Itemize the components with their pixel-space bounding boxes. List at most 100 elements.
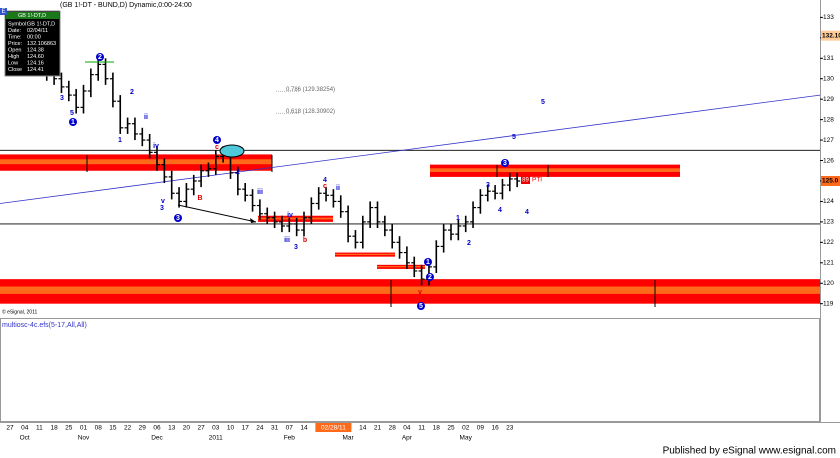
y-tick-label: 133 [823,14,834,21]
data-window-value: 02/04/11 [27,28,48,34]
pti-box [521,176,530,184]
wave-label: 1 [118,137,122,144]
price-marker-label: 125.0 [822,178,839,185]
wave-label: 2 [467,240,471,247]
month-label: 2011 [209,435,223,442]
wave-label: ii [336,185,340,192]
data-window-key: Date: [8,28,22,34]
x-tick-label: 18 [433,425,441,432]
x-tick-label: 14 [300,425,308,432]
x-tick-label: 23 [506,425,514,432]
data-window-value: 124.60 [27,54,44,60]
zone-band [377,266,425,268]
x-tick-label: 06 [153,425,161,432]
wave-circle [426,273,434,281]
y-tick-label: 130 [823,75,834,82]
wave-label: 3 [160,205,164,212]
month-label: Oct [20,435,30,442]
trendline [0,94,821,204]
wave-circle [213,136,221,144]
corner-box [0,8,7,15]
x-tick-label: 15 [109,425,117,432]
data-window-value: 132.106863 [27,41,56,47]
x-tick-label: 24 [256,425,264,432]
x-tick-label: 01 [80,425,88,432]
y-tick-label: 123 [823,219,834,226]
footer: Published by eSignal www.esignal.com [663,446,836,457]
wave-circle [501,159,509,167]
x-tick-label: 13 [168,425,176,432]
data-window-header-box [6,12,59,19]
wave-label: 4 [525,209,529,216]
wave-label: 5 [70,110,74,117]
fib-label: 0.618 (128.30902) [286,109,335,115]
y-tick-label: 119 [823,300,834,307]
chart-title: (GB 1!-DT - BUND,D) Dynamic,0:00-24:00 [60,2,192,9]
cursor-date: 02/28/11 [321,425,346,432]
wave-label: 3 [60,95,64,102]
wave-label: 5 [541,99,545,106]
wave-label: 4 [323,177,327,184]
wave-label: ii [144,114,148,121]
data-window-key: Low [8,60,18,66]
x-tick-label: 25 [65,425,73,432]
data-window-value: 124.16 [27,60,44,66]
x-tick-label: 28 [389,425,397,432]
wave-label: 3 [294,244,298,251]
data-window-value: 124.38 [27,47,44,53]
price-marker [821,175,840,186]
month-label: Dec [151,435,163,442]
data-window-header: GB 1!-DT,D [18,13,46,19]
data-window-box [4,10,61,77]
zone-band [335,253,395,256]
corner-label: E [1,9,5,15]
wave-label: c [323,183,327,190]
x-tick-label: 08 [95,425,103,432]
wave-label: 1 [71,119,75,126]
wave-label: 2 [130,89,134,96]
x-tick-label: 29 [139,425,147,432]
zone-band [0,159,272,165]
wave-label: 2 [236,169,240,176]
x-tick-label: 14 [359,425,367,432]
wave-circle [96,53,104,61]
footer-bar [0,444,840,458]
y-tick-label: 122 [823,239,834,246]
month-label: Nov [78,435,90,442]
x-tick-label: 25 [447,425,455,432]
wave-label: 4 [498,207,502,214]
wave-label: 5 [512,134,516,141]
x-tick-label: 03 [212,425,220,432]
x-tick-label: 17 [242,425,250,432]
data-window-key: High [8,54,19,60]
y-tick-label: 126 [823,157,834,164]
data-window-key: Close [8,67,22,73]
wave-label: v [161,198,165,205]
y-tick-label: 129 [823,96,834,103]
wave-circle [174,214,182,222]
x-tick-label: 04 [403,425,411,432]
x-tick-label: 10 [227,425,235,432]
y-tick-label: 128 [823,116,834,123]
wave-label: 1 [456,215,460,222]
wave-label: B [197,195,202,202]
x-tick-label: 21 [374,425,382,432]
zone-band [430,168,680,172]
x-tick-label: 31 [271,425,279,432]
wave-circle [69,118,77,126]
data-window-key: Price: [8,41,23,47]
copyright: © eSignal, 2011 [2,308,38,315]
y-tick-label: 124 [823,198,834,205]
wave-label: c [215,144,219,151]
wave-label: b [303,237,307,244]
zone-band [258,217,333,220]
highlight-ellipse [219,144,245,158]
cursor-date-box [315,423,352,432]
data-window-key: Time: [8,34,22,40]
arrow [177,204,257,223]
x-tick-label: 27 [197,425,205,432]
x-tick-label: 02 [462,425,470,432]
wave-circle [417,302,425,310]
month-label: Feb [284,435,296,442]
